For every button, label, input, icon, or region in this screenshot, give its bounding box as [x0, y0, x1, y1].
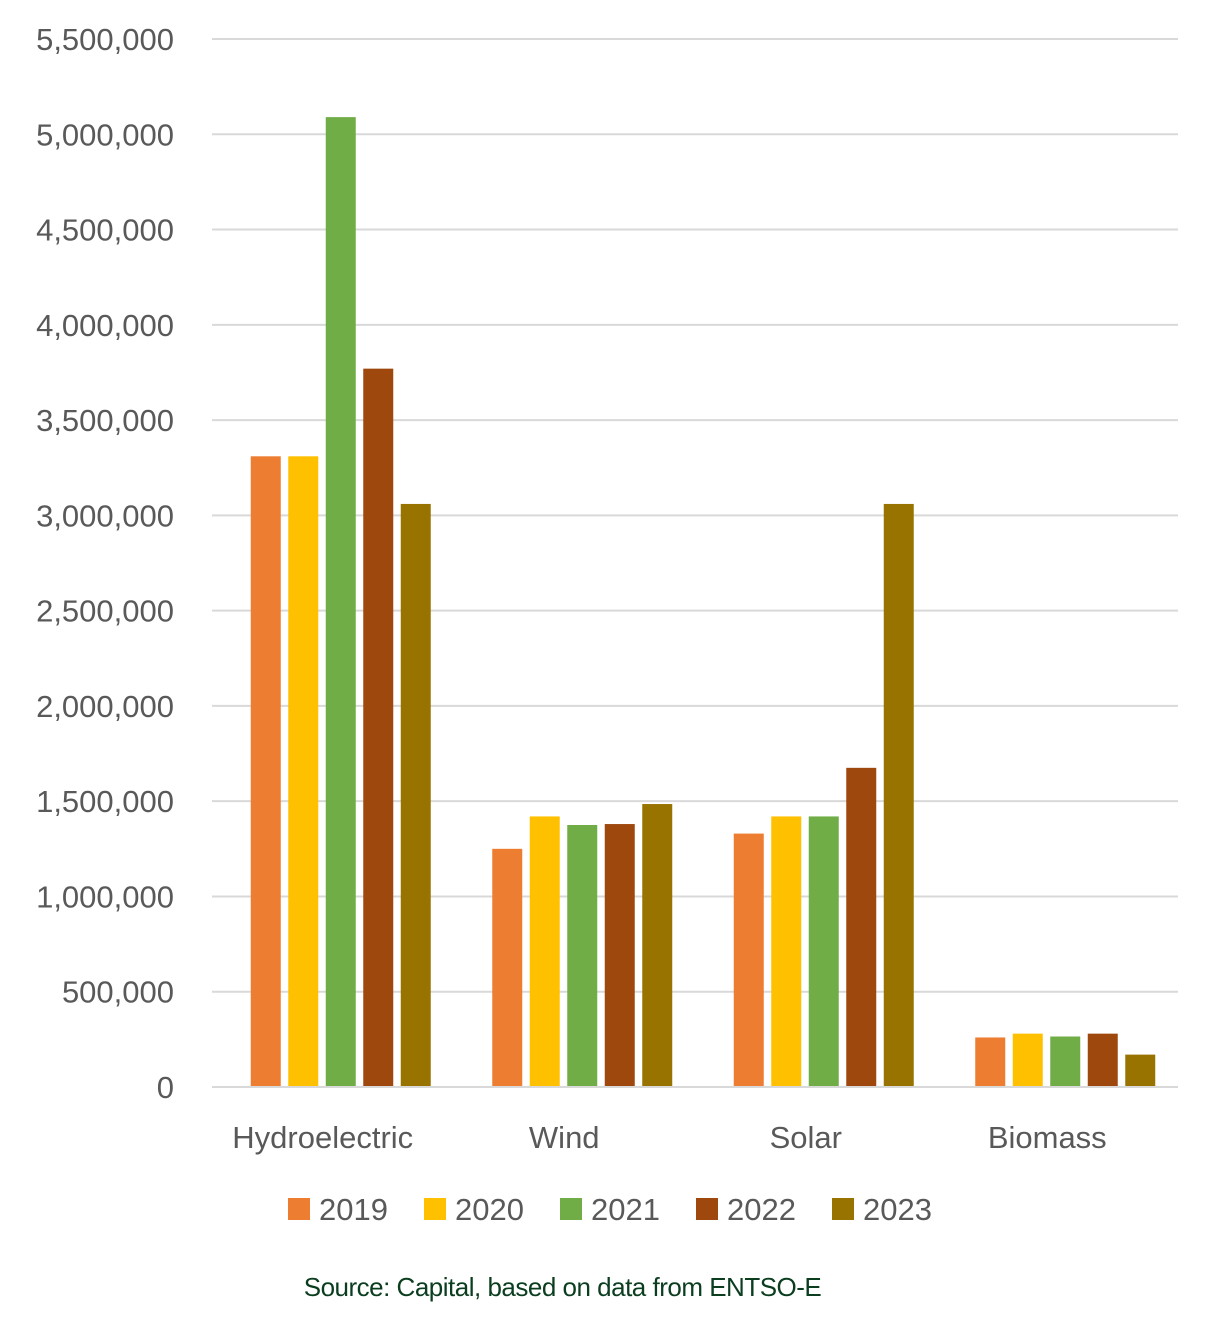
legend-label: 2020 [455, 1192, 524, 1227]
legend-swatch-2022 [696, 1198, 718, 1220]
legend-swatch-2021 [560, 1198, 582, 1220]
bar-hydroelectric-2020 [288, 456, 319, 1087]
bar-wind-2020 [529, 816, 560, 1087]
y-tick-label: 1,500,000 [36, 784, 174, 819]
legend-swatch-2019 [288, 1198, 310, 1220]
x-category-label: Wind [529, 1120, 600, 1155]
x-category-label: Hydroelectric [232, 1120, 413, 1155]
bar-solar-2023 [883, 503, 914, 1087]
source-note: Source: Capital, based on data from ENTS… [303, 1272, 822, 1302]
y-tick-label: 4,500,000 [36, 213, 174, 248]
y-tick-label: 0 [157, 1070, 174, 1105]
y-tick-label: 2,000,000 [36, 689, 174, 724]
bar-wind-2023 [642, 804, 673, 1087]
y-tick-label: 3,000,000 [36, 498, 174, 533]
bar-hydroelectric-2022 [363, 368, 394, 1087]
bar-hydroelectric-2021 [325, 117, 356, 1087]
x-category-label: Solar [770, 1120, 842, 1155]
bar-biomass-2021 [1050, 1036, 1081, 1087]
legend: 2019 2020 2021 2022 2023 [288, 1192, 932, 1227]
legend-label: 2023 [863, 1192, 932, 1227]
bar-solar-2022 [846, 767, 877, 1087]
y-tick-label: 1,000,000 [36, 879, 174, 914]
y-tick-label: 5,500,000 [36, 22, 174, 57]
y-tick-label: 2,500,000 [36, 594, 174, 629]
bar-wind-2021 [567, 825, 598, 1087]
y-tick-label: 3,500,000 [36, 403, 174, 438]
bar-biomass-2023 [1125, 1054, 1156, 1087]
bar-solar-2019 [733, 833, 764, 1087]
legend-label: 2022 [727, 1192, 796, 1227]
bar-hydroelectric-2019 [250, 456, 281, 1087]
bar-biomass-2022 [1087, 1033, 1118, 1087]
y-axis-tick-labels: 0 500,000 1,000,000 1,500,000 2,000,000 2,500… [36, 22, 174, 1105]
bar-solar-2021 [808, 816, 839, 1087]
legend-swatch-2020 [424, 1198, 446, 1220]
bar-wind-2022 [604, 824, 635, 1087]
gridlines [212, 38, 1178, 993]
bar-wind-2019 [492, 848, 523, 1087]
bar-biomass-2019 [975, 1037, 1006, 1087]
bars [250, 117, 1156, 1087]
legend-label: 2021 [591, 1192, 660, 1227]
bar-solar-2020 [771, 816, 802, 1087]
x-category-label: Biomass [988, 1120, 1107, 1155]
legend-swatch-2023 [832, 1198, 854, 1220]
legend-label: 2019 [319, 1192, 388, 1227]
bar-biomass-2020 [1012, 1033, 1043, 1087]
y-tick-label: 4,000,000 [36, 308, 174, 343]
y-tick-label: 5,000,000 [36, 117, 174, 152]
y-tick-label: 500,000 [62, 975, 174, 1010]
bar-hydroelectric-2023 [400, 503, 431, 1087]
x-axis-category-labels: Hydroelectric Wind Solar Biomass [232, 1120, 1106, 1155]
